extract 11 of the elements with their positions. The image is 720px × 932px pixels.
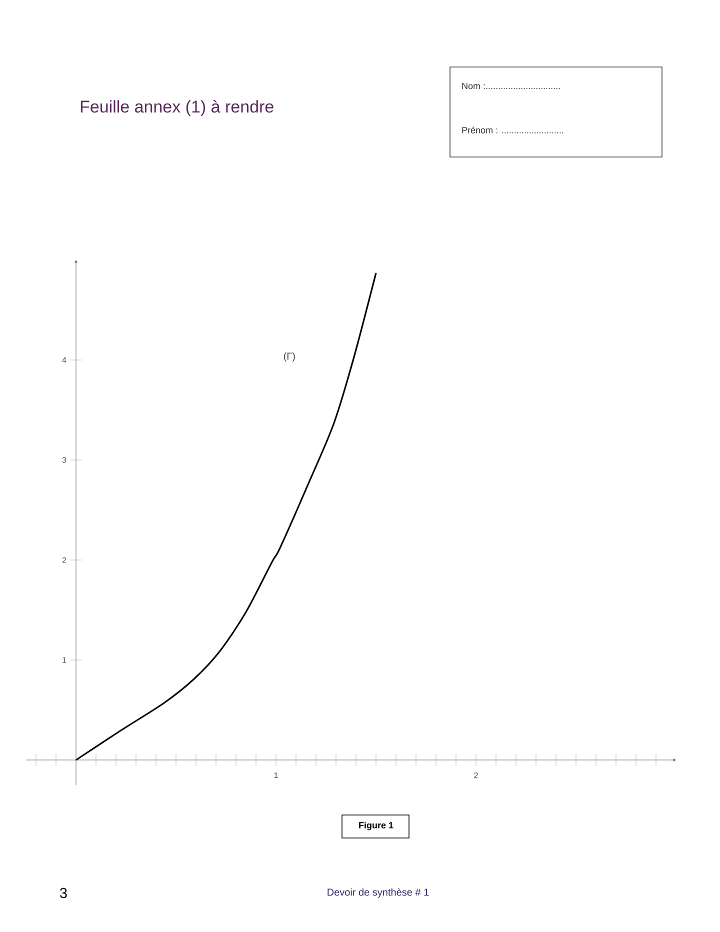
y-tick-label: 3 bbox=[62, 457, 66, 463]
text: (Γ) bbox=[284, 352, 295, 362]
caption: Figure 1 bbox=[359, 822, 394, 830]
text: Prénom : ......................... bbox=[462, 126, 564, 134]
chart-title: Feuille annex (1) à rendre bbox=[80, 100, 274, 116]
text: Devoir de synthèse # 1 bbox=[328, 888, 429, 898]
line-series bbox=[75, 272, 377, 761]
y-tick-label: 4 bbox=[62, 357, 66, 363]
y-tick-label: 2 bbox=[62, 557, 66, 563]
text: Nom :.............................. bbox=[462, 82, 560, 90]
y-tick-label: 1 bbox=[62, 657, 66, 663]
